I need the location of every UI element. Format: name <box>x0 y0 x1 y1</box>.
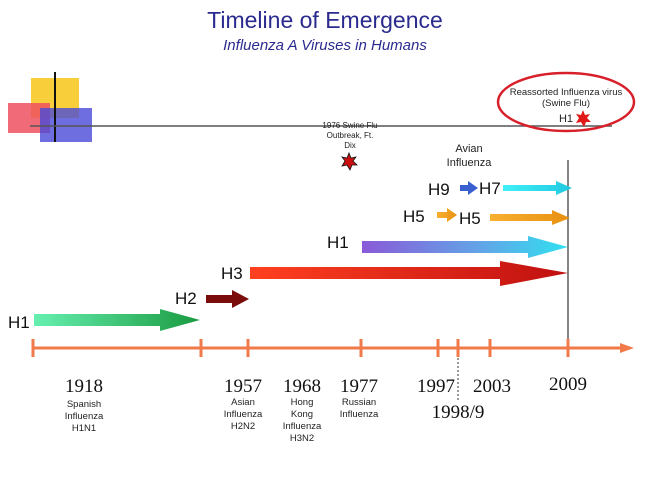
year-1977: 1977 <box>340 376 378 397</box>
year-1997: 1997 <box>417 376 455 397</box>
swine-1976-line3: Dix <box>344 141 356 150</box>
strain-label-h1-1918: H1 <box>8 313 30 332</box>
desc-1918-line3: H1N1 <box>72 423 96 434</box>
desc-1957-line3: H2N2 <box>231 421 255 432</box>
strain-label-h1-1977: H1 <box>327 233 349 252</box>
desc-1977-line2: Influenza <box>340 409 379 420</box>
swine-1976-line1: 1976 Swine Flu <box>322 121 377 130</box>
desc-1968-line3: Influenza <box>283 421 322 432</box>
desc-1977-line1: Russian <box>342 397 376 408</box>
strain-label-h7: H7 <box>479 179 501 198</box>
reassorted-line2: (Swine Flu) <box>542 98 590 109</box>
desc-1957-line2: Influenza <box>224 409 263 420</box>
h7-arrow <box>503 181 572 195</box>
reassorted-subtype: H1 <box>559 113 573 125</box>
desc-1957-line1: Asian <box>231 397 255 408</box>
h2-1957-arrow <box>206 290 249 308</box>
burst-icon <box>576 110 591 127</box>
desc-1968-line2: Kong <box>291 409 313 420</box>
highlight-oval <box>496 71 636 133</box>
h1-1918-arrow <box>34 309 200 331</box>
decorative-squares <box>8 72 612 142</box>
avian-label-line1: Avian <box>455 143 482 155</box>
year-2009: 2009 <box>549 374 587 395</box>
strain-label-h9: H9 <box>428 180 450 199</box>
year-1957: 1957 <box>224 376 262 397</box>
year-1918: 1918 <box>65 376 103 397</box>
strain-label-h2: H2 <box>175 289 197 308</box>
strain-label-h5-1997: H5 <box>403 207 425 226</box>
h5-2003-arrow <box>490 210 570 225</box>
strain-label-h3: H3 <box>221 264 243 283</box>
burst-icon <box>341 151 358 171</box>
desc-1918-line2: Influenza <box>65 411 104 422</box>
desc-1918-line1: Spanish <box>67 399 101 410</box>
avian-label-line2: Influenza <box>447 157 493 169</box>
h9-arrow <box>460 181 478 195</box>
h5-1997-arrow <box>437 208 457 222</box>
swine-1976-line2: Outbreak, Ft. <box>327 131 374 140</box>
strain-label-h5-2003: H5 <box>459 209 481 228</box>
main-timeline <box>31 339 634 400</box>
page-subtitle: Influenza A Viruses in Humans <box>223 37 427 54</box>
h1-1977-arrow <box>362 236 568 258</box>
h3-1968-arrow <box>250 261 568 286</box>
reassorted-line1: Reassorted Influenza virus <box>510 87 623 98</box>
year-1968: 1968 <box>283 376 321 397</box>
desc-1968-line1: Hong <box>291 397 314 408</box>
swine-flu-1976-callout: 1976 Swine Flu Outbreak, Ft. Dix <box>322 121 378 171</box>
year-1998-9: 1998/9 <box>432 402 485 423</box>
reassorted-virus-callout: Reassorted Influenza virus (Swine Flu) H… <box>496 71 636 133</box>
year-2003: 2003 <box>473 376 511 397</box>
desc-1968-line4: H3N2 <box>290 433 314 444</box>
page-title: Timeline of Emergence <box>207 7 443 33</box>
